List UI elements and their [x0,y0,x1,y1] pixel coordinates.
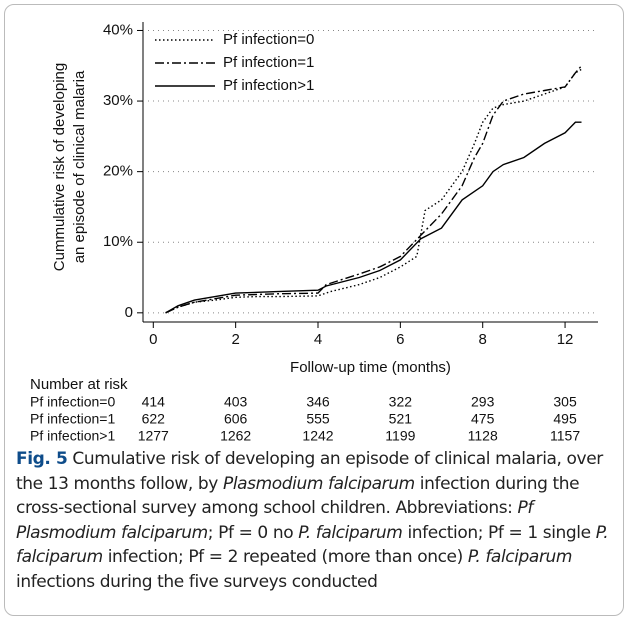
caption: Fig. 5 Cumulative risk of developing an … [16,447,614,594]
risk-count: 555 [306,411,330,427]
x-tick-label: 8 [479,331,487,348]
caption-text: Pf Plasmodium falciparum [16,498,533,543]
legend-label: Pf infection=1 [223,54,314,71]
risk-count: 346 [306,394,330,410]
risk-row-label: Pf infection>1 [30,428,115,444]
risk-row-label: Pf infection=0 [30,394,115,410]
y-tick-label: 0 [125,304,133,321]
x-tick-label: 4 [314,331,322,348]
risk-count: 1262 [220,428,251,444]
legend-label: Pf infection>1 [223,77,314,94]
risk-count: 622 [142,411,166,427]
caption-label: Fig. 5 [16,449,68,469]
legend-label: Pf infection=0 [223,31,314,48]
y-axis-label: an episode of clinical malaria [71,70,88,263]
risk-count: 305 [553,394,577,410]
caption-text: Plasmodium falciparum [222,473,415,494]
risk-count: 414 [142,394,166,410]
y-axis-label: Cummulative risk of developing [51,63,68,271]
risk-count: 1199 [385,428,415,444]
frame [4,4,624,616]
risk-count: 495 [553,411,577,427]
x-tick-label: 12 [557,331,574,348]
caption-text: infection; Pf = 1 single [402,522,596,543]
caption-text: infection during the cross-sectional sur… [16,473,580,519]
risk-count: 403 [224,394,248,410]
x-tick-label: 6 [396,331,404,348]
risk-count: 1128 [468,428,498,444]
caption-text: P. falciparum [298,522,403,543]
risk-count: 1157 [550,428,580,444]
line-series [165,65,583,314]
chart: Number at risk 0 10% 20% 30% 40% 0 2 4 6 8 12 Follo… [30,21,598,444]
caption-text: infection; Pf = 2 repeated (more than on… [102,547,468,567]
caption-text: P. falciparum [16,522,609,568]
y-tick-label: 40% [103,21,133,38]
risk-count: 606 [224,411,248,427]
y-tick-label: 10% [103,233,133,250]
caption-text: Cumulative risk of developing an episode… [16,449,603,494]
risk-count: 1242 [302,428,333,444]
y-tick-label: 30% [103,92,133,109]
caption-text: P. falciparum [467,547,573,567]
line-series [165,68,582,314]
caption-text: ; Pf = 0 no [207,522,299,543]
line-series [165,121,582,314]
x-axis-label: Follow-up time (months) [290,359,451,376]
risk-count: 475 [471,411,495,427]
risk-count: 293 [471,394,495,410]
risk-count: 1277 [138,428,169,444]
y-tick-label: 20% [103,163,133,180]
x-tick-label: 2 [231,331,239,348]
risk-row-label: Pf infection=1 [30,411,115,427]
risk-count: 322 [389,394,413,410]
risk-count: 521 [389,411,413,427]
x-tick-label: 0 [149,331,157,348]
risk-table-title: Number at risk [30,376,128,393]
caption-text: infections during the five surveys condu… [16,571,378,592]
